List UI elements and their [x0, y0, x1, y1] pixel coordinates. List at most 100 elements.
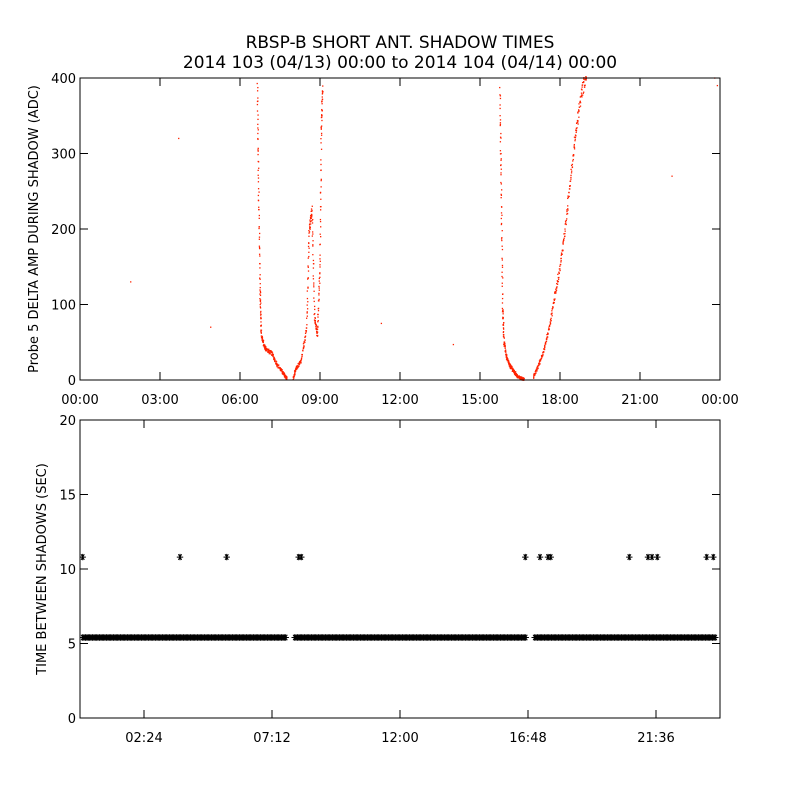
- data-point: [306, 308, 309, 310]
- data-point: [302, 349, 304, 351]
- data-point: [583, 78, 585, 80]
- data-point: [278, 364, 280, 366]
- data-point: [577, 111, 579, 113]
- data-point: [546, 337, 548, 340]
- data-point: [320, 226, 322, 228]
- data-point: [578, 109, 580, 112]
- data-point: [259, 300, 262, 303]
- data-point: [319, 209, 322, 211]
- data-point: [562, 241, 564, 243]
- data-point: [515, 374, 517, 376]
- data-point: [262, 341, 264, 344]
- data-point: [533, 372, 535, 375]
- data-point: [544, 346, 546, 348]
- data-point: [314, 317, 316, 319]
- data-point: [582, 81, 585, 84]
- data-point: [549, 323, 552, 325]
- data-point: [547, 553, 554, 561]
- data-point: [564, 232, 566, 235]
- data-point: [321, 119, 323, 122]
- data-point: [258, 208, 260, 211]
- data-point: [509, 365, 511, 368]
- x-tick-label: 00:00: [61, 393, 98, 408]
- data-point: [578, 109, 580, 111]
- data-point: [314, 308, 316, 311]
- x-tick-label: 21:36: [637, 731, 674, 746]
- data-point: [563, 237, 565, 239]
- data-point: [533, 375, 535, 377]
- data-point: [542, 354, 544, 357]
- data-point: [266, 348, 269, 350]
- data-point: [502, 328, 505, 330]
- data-point: [260, 302, 262, 304]
- data-point: [312, 275, 314, 277]
- data-point: [278, 367, 280, 369]
- data-point: [318, 280, 320, 282]
- data-point: [260, 329, 263, 331]
- data-point: [537, 365, 539, 367]
- data-point: [536, 553, 544, 561]
- data-point: [507, 361, 509, 363]
- data-point: [563, 239, 565, 242]
- data-point: [312, 245, 314, 247]
- data-point: [257, 147, 259, 150]
- data-point: [579, 96, 581, 98]
- data-point: [504, 343, 506, 345]
- data-point: [551, 312, 553, 314]
- data-point: [564, 228, 566, 230]
- data-point: [295, 367, 298, 369]
- data-point: [558, 276, 560, 279]
- data-point: [502, 317, 504, 320]
- y-tick-label: 400: [51, 72, 76, 87]
- data-point: [308, 230, 310, 232]
- data-point: [302, 347, 305, 350]
- data-point: [573, 148, 576, 150]
- data-point: [314, 317, 316, 319]
- data-point: [543, 348, 546, 351]
- data-point: [320, 132, 323, 135]
- data-point: [259, 232, 261, 235]
- data-point: [259, 274, 261, 276]
- data-point: [306, 290, 308, 292]
- x-tick-label: 09:00: [301, 393, 338, 408]
- data-point: [501, 275, 503, 278]
- data-point: [321, 116, 323, 118]
- data-point: [303, 347, 305, 349]
- data-point: [511, 368, 514, 370]
- data-point: [257, 127, 259, 129]
- data-point: [271, 352, 274, 354]
- data-point: [304, 336, 306, 339]
- data-point: [562, 249, 564, 251]
- data-point: [506, 357, 508, 359]
- data-point: [574, 136, 577, 139]
- data-point: [575, 127, 578, 130]
- data-point: [178, 137, 180, 140]
- data-point: [550, 320, 552, 322]
- data-point: [538, 364, 540, 366]
- data-point: [501, 266, 504, 268]
- data-point: [260, 318, 262, 320]
- data-point: [257, 86, 259, 89]
- data-point: [552, 307, 554, 309]
- data-point: [270, 350, 272, 352]
- data-point: [575, 131, 577, 134]
- data-point: [499, 104, 501, 106]
- data-point: [316, 327, 318, 329]
- data-point: [503, 341, 506, 343]
- data-point: [560, 254, 562, 256]
- data-point: [310, 220, 312, 222]
- data-point: [130, 281, 132, 283]
- data-point: [500, 238, 503, 240]
- data-point: [265, 349, 267, 352]
- data-point: [320, 142, 322, 144]
- data-point: [312, 278, 315, 280]
- data-point: [279, 368, 281, 371]
- data-point: [501, 302, 504, 304]
- data-point: [307, 257, 309, 259]
- data-point: [583, 86, 586, 88]
- data-point: [317, 326, 319, 328]
- data-point: [257, 138, 259, 141]
- data-point: [500, 172, 502, 174]
- data-point: [499, 141, 502, 143]
- data-point: [307, 301, 309, 303]
